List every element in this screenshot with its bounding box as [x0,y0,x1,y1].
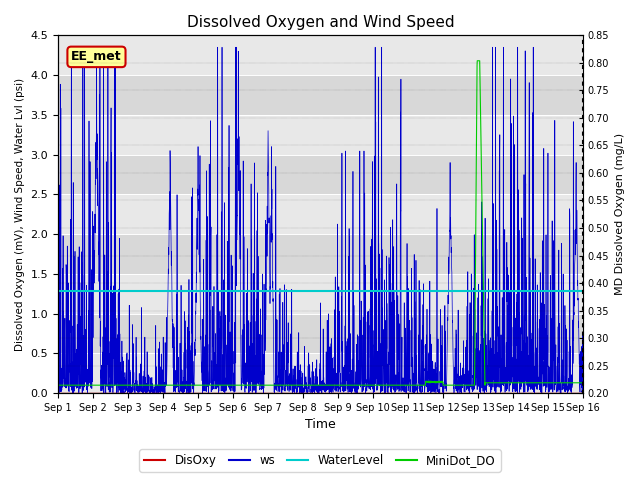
Bar [58,234,583,274]
Y-axis label: Dissolved Oxygen (mV), Wind Speed, Water Lvl (psi): Dissolved Oxygen (mV), Wind Speed, Water… [15,78,25,351]
Bar [58,353,583,393]
Bar [58,36,583,75]
Title: Dissolved Oxygen and Wind Speed: Dissolved Oxygen and Wind Speed [187,15,454,30]
Legend: DisOxy, ws, WaterLevel, MiniDot_DO: DisOxy, ws, WaterLevel, MiniDot_DO [140,449,500,472]
Bar [58,313,583,353]
Bar [58,155,583,194]
Bar [58,194,583,234]
Bar [58,274,583,313]
X-axis label: Time: Time [305,419,336,432]
Text: EE_met: EE_met [71,50,122,63]
Y-axis label: MD Dissolved Oxygen (mg/L): MD Dissolved Oxygen (mg/L) [615,133,625,295]
Bar [58,115,583,155]
Bar [58,75,583,115]
